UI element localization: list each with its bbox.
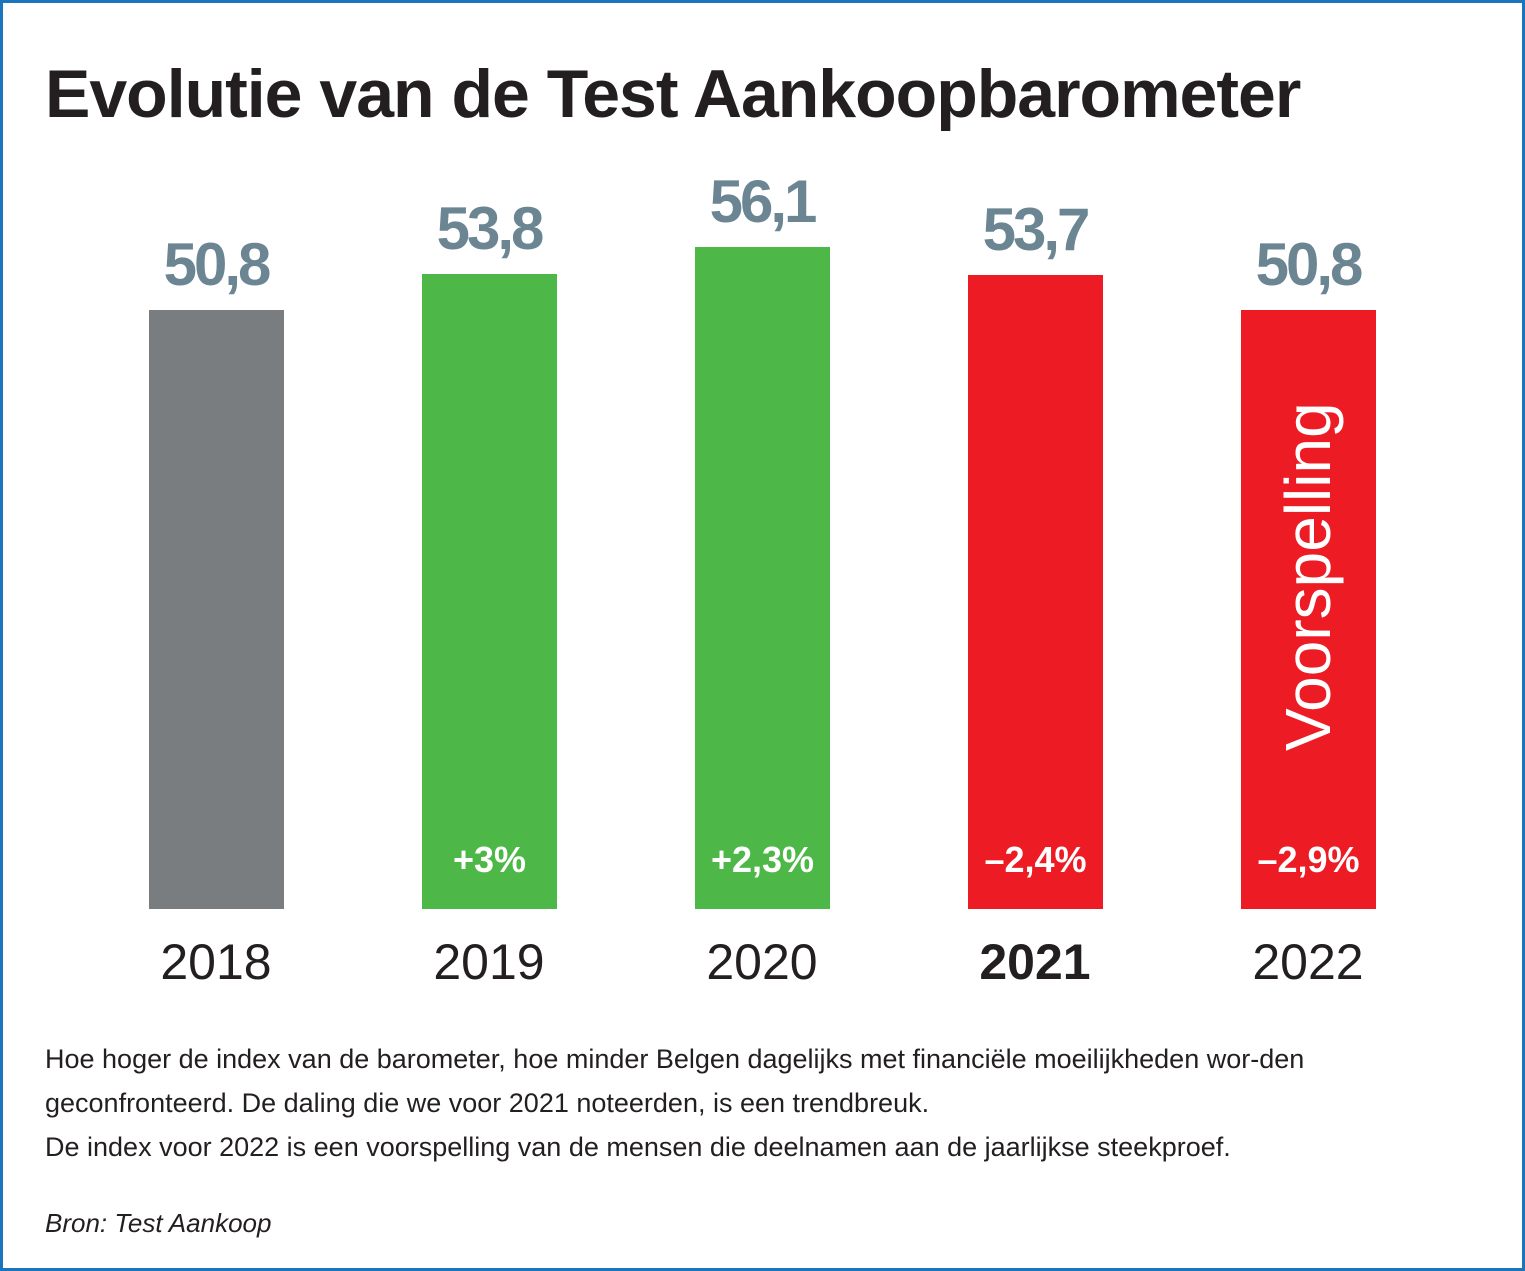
value-label-2020: 56,1 <box>709 168 818 236</box>
x-tick-2022: 2022 <box>1252 934 1364 990</box>
x-tick-2018: 2018 <box>160 934 272 990</box>
chart-title: Evolutie van de Test Aankoopbarometer <box>45 56 1301 132</box>
forecast-label: Voorspelling <box>1272 402 1344 751</box>
description-paragraph-2: De index voor 2022 is een voorspelling v… <box>45 1132 1231 1162</box>
value-label-2021: 53,7 <box>982 196 1091 264</box>
bar-2020: +2,3% <box>695 247 830 909</box>
x-tick-2020: 2020 <box>706 934 818 990</box>
x-tick-2019: 2019 <box>433 934 545 990</box>
change-label-2019: +3% <box>452 838 527 880</box>
description-paragraph-1: Hoe hoger de index van de barometer, hoe… <box>45 1044 1305 1118</box>
value-label-2018: 50,8 <box>163 230 272 298</box>
source-note: Bron: Test Aankoop <box>45 1208 272 1238</box>
value-label-2022: 50,8 <box>1255 230 1364 298</box>
bar-2021: –2,4% <box>968 275 1103 909</box>
value-label-2019: 53,8 <box>436 195 545 263</box>
bar-2022: –2,9% <box>1241 309 1376 909</box>
change-label-2021: –2,4% <box>984 838 1087 880</box>
bar-2019: +3% <box>422 274 557 909</box>
change-label-2022: –2,9% <box>1257 838 1360 880</box>
chart-description: Hoe hoger de index van de barometer, hoe… <box>45 1037 1475 1169</box>
change-label-2020: +2,3% <box>710 838 815 880</box>
x-tick-2021: 2021 <box>979 934 1091 990</box>
bar-chart: 50,8 2018 +3% 53,8 2019 +2,3% 56,1 2020 –2,4% 53,… <box>3 3 1522 1003</box>
bar-2018 <box>149 309 284 909</box>
